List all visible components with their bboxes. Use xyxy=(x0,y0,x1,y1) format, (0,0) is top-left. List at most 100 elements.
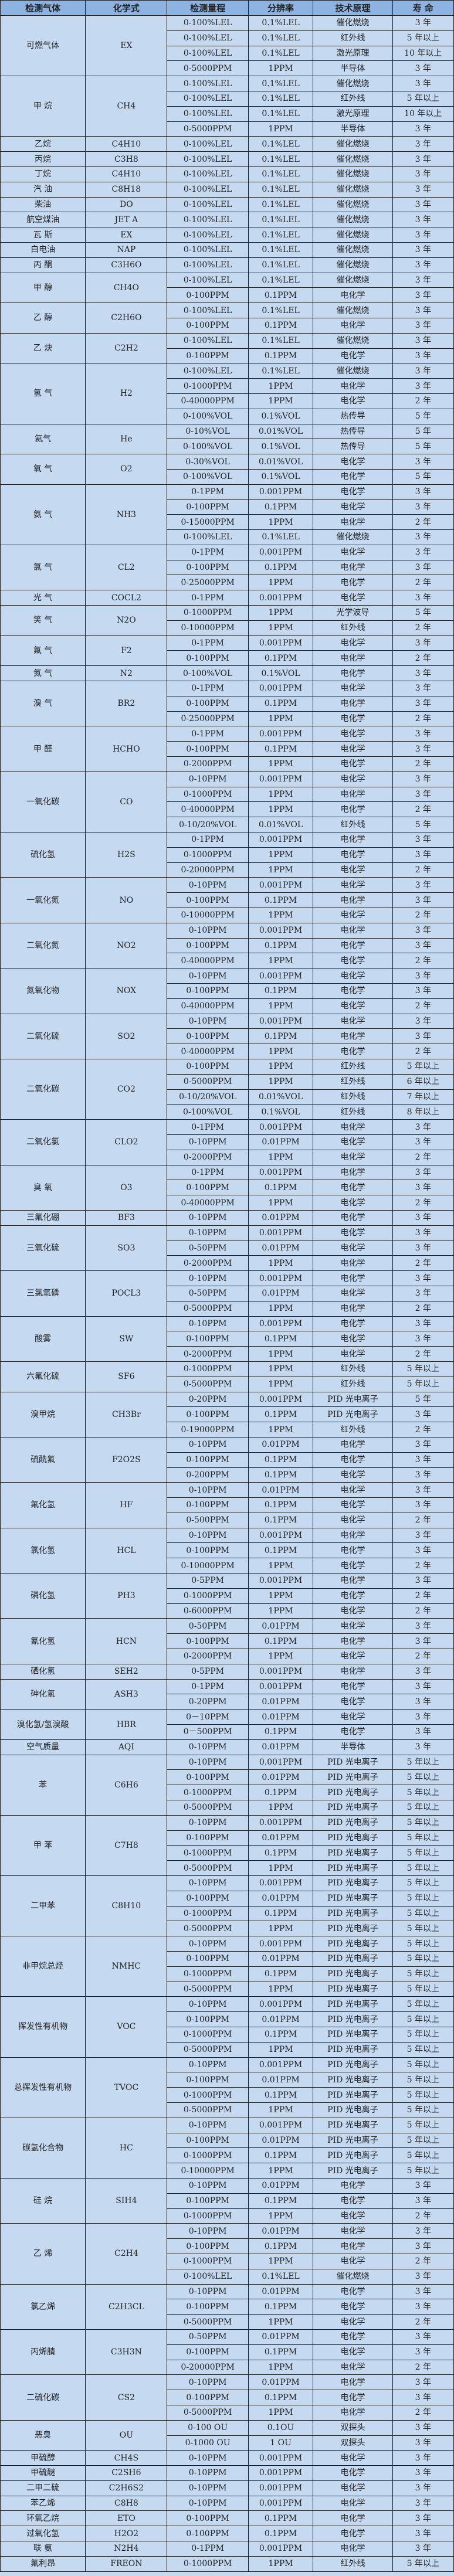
formula-cell: C2SH6 xyxy=(85,2465,168,2481)
life-cell: 3 年 xyxy=(392,1678,454,1695)
formula-cell: NO2 xyxy=(85,922,168,969)
principle-cell: 电化学 xyxy=(313,514,393,531)
life-cell: 3 年 xyxy=(392,484,454,500)
formula-cell: He xyxy=(85,423,168,455)
table-row: 二氧化氮 NO2 0-10PPM 0.001PPM 电化学 3 年 xyxy=(0,922,454,969)
principle-cell: 电化学 xyxy=(313,1724,393,1740)
range-cell: 0-10PPM xyxy=(167,1875,249,1891)
principle-cell: 电化学 xyxy=(313,2314,393,2330)
range-cell: 0-100%LEL xyxy=(167,257,249,273)
resolution-cell: 0.001PPM xyxy=(248,484,314,500)
formula-cell: CH4O xyxy=(85,272,168,304)
life-cell: 3 年 xyxy=(392,1209,454,1226)
gas-cell: 二硫化碳 xyxy=(0,2374,86,2421)
table-row: 0-100%LEL 0.1%LEL 红外线 5 年以上 xyxy=(1,90,454,107)
principle-cell: PID 光电离子 xyxy=(313,1800,393,1816)
resolution-cell: 0.01PPM xyxy=(248,1890,314,1906)
life-cell: 5 年以上 xyxy=(392,1921,454,1937)
life-cell: 2 年 xyxy=(392,1300,454,1317)
principle-cell: 红外线 xyxy=(313,30,393,46)
principle-cell: 电化学 xyxy=(313,983,393,999)
resolution-cell: 1PPM xyxy=(248,1376,314,1392)
resolution-cell: 1PPM xyxy=(248,1800,314,1816)
life-cell: 2 年 xyxy=(392,1512,454,1528)
resolution-cell: 0.01PPM xyxy=(248,1618,314,1634)
formula-cell: CO xyxy=(85,771,168,833)
principle-cell: 电化学 xyxy=(313,590,393,606)
principle-cell: 电化学 xyxy=(313,1028,393,1045)
gas-cell: 砷化氢 xyxy=(0,1678,86,1710)
resolution-cell: 0.1PPM xyxy=(248,1785,314,1801)
resolution-cell: 0.1PPM xyxy=(248,2526,314,2542)
resolution-cell: 0.1PPM xyxy=(248,2193,314,2209)
principle-cell: PID 光电离子 xyxy=(313,1951,393,1967)
life-cell: 3 年 xyxy=(392,786,454,803)
formula-cell: SW xyxy=(85,1316,168,1362)
formula-cell: C3H6O xyxy=(85,257,168,273)
resolution-cell: 0.01PPM xyxy=(248,2177,314,2194)
life-cell: 3 年 xyxy=(392,227,454,243)
principle-cell: 电化学 xyxy=(313,287,393,304)
range-cell: 0-1000PPM xyxy=(167,2253,249,2269)
range-cell: 0-40000PPM xyxy=(167,393,249,409)
table-row: 0-1000 OU 1 OU 双探头 3 年 xyxy=(1,2435,454,2451)
table-row: 0-2000PPM 1PPM 电化学 2 年 xyxy=(1,1255,454,1272)
range-cell: 0-100PPM xyxy=(167,1058,249,1075)
principle-cell: 电化学 xyxy=(313,726,393,742)
range-cell: 0-100PPM xyxy=(167,317,249,334)
principle-cell: PID 光电离子 xyxy=(313,1845,393,1861)
formula-cell: ETO xyxy=(85,2510,168,2527)
table-row: 可燃气体 EX 0-100%LEL 0.1%LEL 催化燃烧 3 年 xyxy=(0,15,454,77)
life-cell: 5 年以上 xyxy=(392,2555,454,2572)
resolution-cell: 0.001PPM xyxy=(248,2495,314,2512)
range-cell: 0-100PPM xyxy=(167,2344,249,2360)
life-cell: 3 年 xyxy=(392,726,454,742)
principle-cell: 电化学 xyxy=(313,454,393,470)
gas-cell: 丁烷 xyxy=(0,166,86,182)
table-row: 0-50PPM 0.01PPM 电化学 3 年 xyxy=(1,1285,454,1301)
range-cell: 0-100PPM xyxy=(167,741,249,757)
principle-cell: PID 光电离子 xyxy=(313,1860,393,1877)
formula-cell: EX xyxy=(85,15,168,77)
gas-cell: 酸雾 xyxy=(0,1316,86,1362)
resolution-cell: 1PPM xyxy=(248,1860,314,1877)
life-cell: 3 年 xyxy=(392,2450,454,2466)
principle-cell: 电化学 xyxy=(313,1633,393,1650)
formula-cell: C8H18 xyxy=(85,181,168,198)
life-cell: 3 年 xyxy=(392,1709,454,1725)
life-cell: 3 年 xyxy=(392,1270,454,1286)
life-cell: 3 年 xyxy=(392,212,454,228)
principle-cell: 电化学 xyxy=(313,756,393,772)
resolution-cell: 1PPM xyxy=(248,2314,314,2330)
gas-cell: 碳氢化合物 xyxy=(0,2117,86,2179)
gas-cell: 氟 气 xyxy=(0,635,86,667)
life-cell: 5 年以上 xyxy=(392,1845,454,1861)
principle-cell: 电化学 xyxy=(313,2193,393,2209)
resolution-cell: 0.01PPM xyxy=(248,1769,314,1786)
table-row: 0-100%LEL 0.1%LEL 催化燃烧 3 年 xyxy=(1,529,454,545)
principle-cell: 红外线 xyxy=(313,1104,393,1120)
table-row: 0-1000PPM 1PPM 电化学 3 年 xyxy=(1,847,454,863)
life-cell: 2 年 xyxy=(392,801,454,818)
table-row: 0-20PPM 0.01PPM 电化学 3 年 xyxy=(1,1694,454,1710)
range-cell: 0-100PPM xyxy=(167,287,249,304)
range-cell: 0-20PPM xyxy=(167,1694,249,1710)
principle-cell: 电化学 xyxy=(313,1119,393,1135)
resolution-cell: 1PPM xyxy=(248,862,314,878)
resolution-cell: 0.01PPM xyxy=(248,1694,314,1710)
life-cell: 3 年 xyxy=(392,1331,454,1347)
range-cell: 0-40000PPM xyxy=(167,1044,249,1059)
principle-cell: 电化学 xyxy=(313,1663,393,1680)
principle-cell: 电化学 xyxy=(313,786,393,803)
range-cell: 0-100%LEL xyxy=(167,181,249,198)
resolution-cell: 0.1%LEL xyxy=(248,166,314,182)
life-cell: 3 年 xyxy=(392,832,454,848)
table-row: 0-100PPM 0.1PPM 电化学 3 年 xyxy=(1,559,454,576)
resolution-cell: 0.1PPM xyxy=(248,1966,314,1982)
table-row: 0-15000PPM 1PPM 电化学 2 年 xyxy=(1,514,454,531)
resolution-cell: 0.1PPM xyxy=(248,2299,314,2315)
formula-cell: C2H4 xyxy=(85,2223,168,2285)
principle-cell: 电化学 xyxy=(313,1013,393,1029)
resolution-cell: 0.01PPM xyxy=(248,1285,314,1301)
principle-cell: 电化学 xyxy=(313,1603,393,1619)
